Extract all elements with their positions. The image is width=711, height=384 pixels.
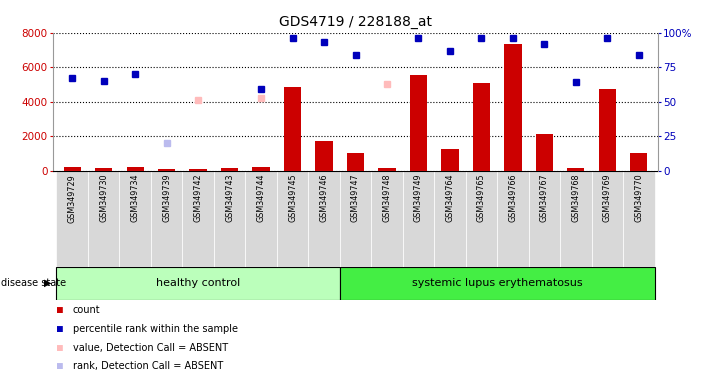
Bar	[402, 171, 434, 267]
Text: GSM349729: GSM349729	[68, 174, 77, 222]
Text: count: count	[73, 305, 100, 315]
Text: GSM349744: GSM349744	[257, 174, 266, 222]
Text: GSM349748: GSM349748	[383, 174, 392, 222]
Bar	[119, 171, 151, 267]
Text: disease state: disease state	[1, 278, 66, 288]
Text: GSM349743: GSM349743	[225, 174, 234, 222]
Bar	[630, 153, 648, 171]
Bar	[599, 89, 616, 171]
Text: GSM349730: GSM349730	[100, 174, 108, 222]
Bar	[340, 267, 655, 300]
Bar	[189, 169, 207, 171]
Bar	[528, 171, 560, 267]
Bar	[277, 171, 309, 267]
Bar	[151, 171, 183, 267]
Bar	[158, 169, 176, 171]
Text: GDS4719 / 228188_at: GDS4719 / 228188_at	[279, 15, 432, 29]
Text: GSM349768: GSM349768	[572, 174, 580, 222]
Bar	[434, 171, 466, 267]
Text: GSM349747: GSM349747	[351, 174, 360, 222]
Text: GSM349767: GSM349767	[540, 174, 549, 222]
Bar	[309, 171, 340, 267]
Text: GSM349770: GSM349770	[634, 174, 643, 222]
Bar	[284, 87, 301, 171]
Text: GSM349746: GSM349746	[319, 174, 328, 222]
Bar	[183, 171, 214, 267]
Text: GSM349766: GSM349766	[508, 174, 518, 222]
Bar	[442, 149, 459, 171]
Text: ▶: ▶	[44, 278, 51, 288]
Bar	[63, 167, 81, 171]
Bar	[623, 171, 655, 267]
Bar	[504, 44, 522, 171]
Bar	[95, 168, 112, 171]
Bar	[127, 167, 144, 171]
Bar	[466, 171, 497, 267]
Text: GSM349745: GSM349745	[288, 174, 297, 222]
Text: healthy control: healthy control	[156, 278, 240, 288]
Bar	[535, 134, 553, 171]
Bar	[245, 171, 277, 267]
Text: value, Detection Call = ABSENT: value, Detection Call = ABSENT	[73, 343, 228, 353]
Text: percentile rank within the sample: percentile rank within the sample	[73, 324, 237, 334]
Text: ■: ■	[57, 343, 63, 353]
Bar	[497, 171, 528, 267]
Bar	[378, 168, 395, 171]
Bar	[410, 75, 427, 171]
Text: ■: ■	[57, 305, 63, 315]
Bar	[88, 171, 119, 267]
Text: ■: ■	[57, 361, 63, 371]
Bar	[592, 171, 623, 267]
Bar	[252, 167, 269, 171]
Bar	[56, 267, 340, 300]
Text: GSM349734: GSM349734	[131, 174, 139, 222]
Text: ■: ■	[57, 324, 63, 334]
Text: GSM349765: GSM349765	[477, 174, 486, 222]
Bar	[316, 141, 333, 171]
Text: GSM349749: GSM349749	[414, 174, 423, 222]
Bar	[567, 168, 584, 171]
Bar	[560, 171, 592, 267]
Bar	[214, 171, 245, 267]
Text: rank, Detection Call = ABSENT: rank, Detection Call = ABSENT	[73, 361, 223, 371]
Text: systemic lupus erythematosus: systemic lupus erythematosus	[412, 278, 582, 288]
Bar	[340, 171, 371, 267]
Text: GSM349739: GSM349739	[162, 174, 171, 222]
Text: GSM349764: GSM349764	[445, 174, 454, 222]
Bar	[371, 171, 402, 267]
Bar	[473, 83, 490, 171]
Bar	[56, 171, 88, 267]
Text: GSM349742: GSM349742	[193, 174, 203, 222]
Bar	[221, 168, 238, 171]
Text: GSM349769: GSM349769	[603, 174, 611, 222]
Bar	[347, 153, 364, 171]
